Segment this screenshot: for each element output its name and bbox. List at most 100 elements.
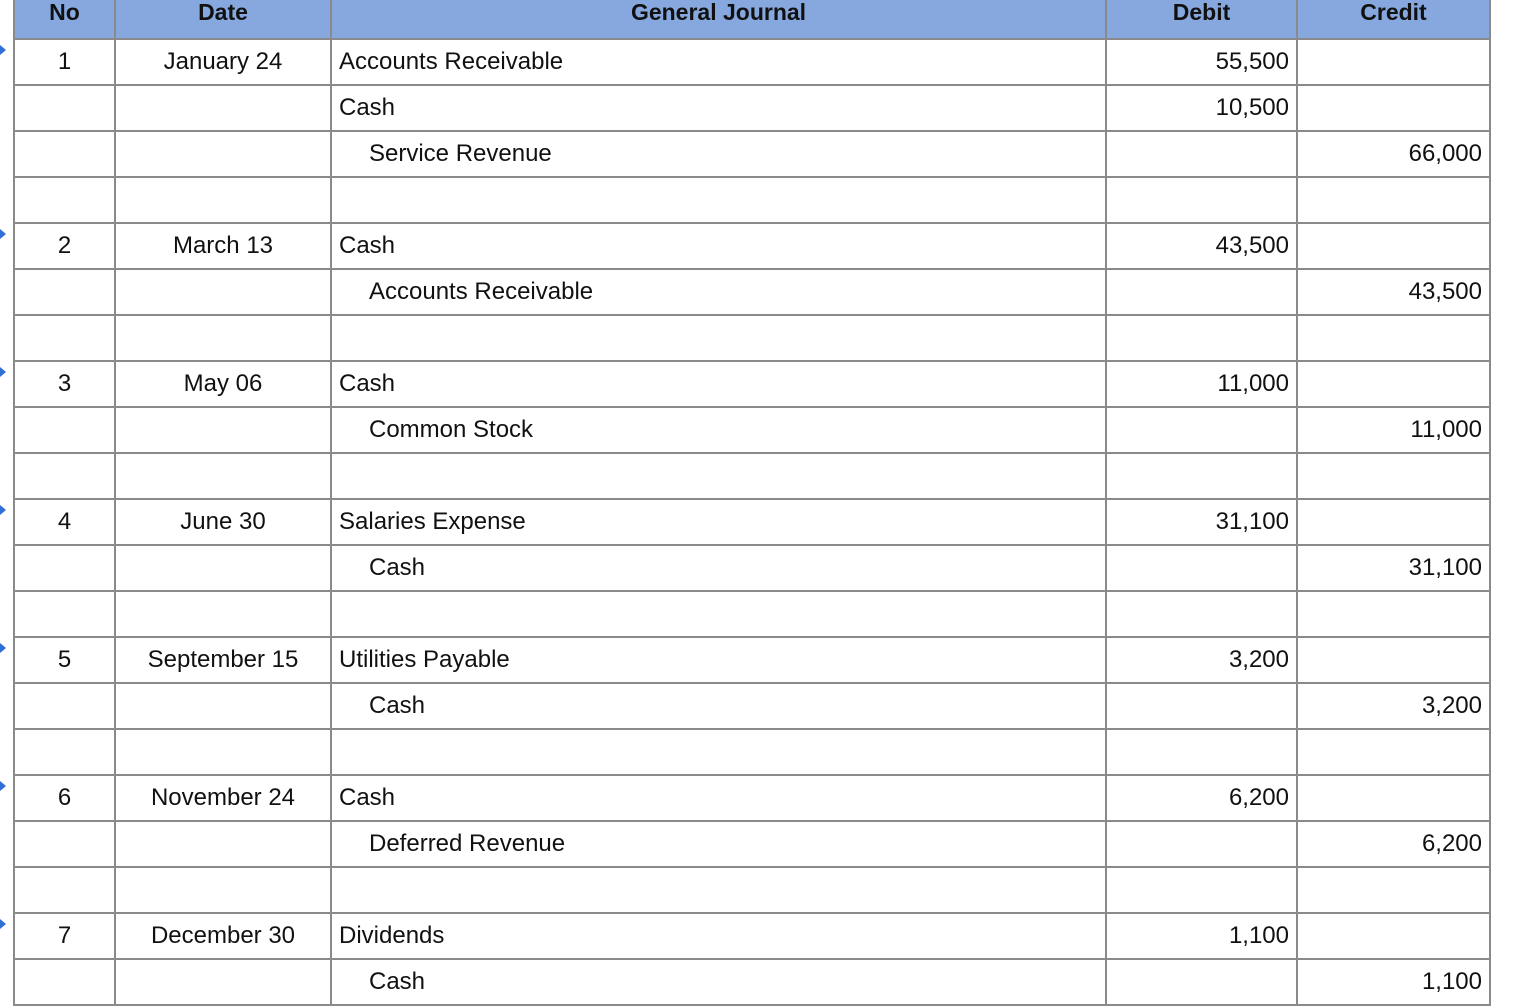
date-cell[interactable]: [114, 682, 332, 730]
credit-cell[interactable]: [1296, 498, 1491, 546]
debit-cell[interactable]: 43,500: [1105, 222, 1298, 270]
entry-number-cell[interactable]: [13, 314, 116, 362]
debit-cell[interactable]: 11,000: [1105, 360, 1298, 408]
account-cell[interactable]: Deferred Revenue: [330, 820, 1107, 868]
date-cell[interactable]: [114, 590, 332, 638]
entry-number-cell[interactable]: [13, 866, 116, 914]
row-expand-marker-icon[interactable]: [0, 781, 6, 791]
entry-number-cell[interactable]: 2: [13, 222, 116, 270]
entry-number-cell[interactable]: [13, 820, 116, 868]
debit-cell[interactable]: [1105, 866, 1298, 914]
credit-cell[interactable]: 43,500: [1296, 268, 1491, 316]
entry-number-cell[interactable]: 4: [13, 498, 116, 546]
debit-cell[interactable]: [1105, 958, 1298, 1006]
credit-cell[interactable]: [1296, 866, 1491, 914]
debit-cell[interactable]: 1,100: [1105, 912, 1298, 960]
date-cell[interactable]: June 30: [114, 498, 332, 546]
account-cell[interactable]: [330, 590, 1107, 638]
debit-cell[interactable]: [1105, 544, 1298, 592]
account-cell[interactable]: [330, 866, 1107, 914]
entry-number-cell[interactable]: 1: [13, 38, 116, 86]
date-cell[interactable]: [114, 268, 332, 316]
account-cell[interactable]: Cash: [330, 222, 1107, 270]
credit-cell[interactable]: 66,000: [1296, 130, 1491, 178]
account-cell[interactable]: Dividends: [330, 912, 1107, 960]
account-cell[interactable]: [330, 176, 1107, 224]
entry-number-cell[interactable]: 5: [13, 636, 116, 684]
row-expand-marker-icon[interactable]: [0, 45, 6, 55]
entry-number-cell[interactable]: [13, 544, 116, 592]
debit-cell[interactable]: [1105, 820, 1298, 868]
date-cell[interactable]: [114, 84, 332, 132]
debit-cell[interactable]: [1105, 314, 1298, 362]
entry-number-cell[interactable]: [13, 268, 116, 316]
debit-cell[interactable]: [1105, 590, 1298, 638]
entry-number-cell[interactable]: [13, 452, 116, 500]
credit-cell[interactable]: 31,100: [1296, 544, 1491, 592]
credit-cell[interactable]: [1296, 728, 1491, 776]
account-cell[interactable]: [330, 314, 1107, 362]
debit-cell[interactable]: 3,200: [1105, 636, 1298, 684]
account-cell[interactable]: [330, 728, 1107, 776]
account-cell[interactable]: Accounts Receivable: [330, 38, 1107, 86]
row-expand-marker-icon[interactable]: [0, 229, 6, 239]
credit-cell[interactable]: [1296, 314, 1491, 362]
account-cell[interactable]: Cash: [330, 958, 1107, 1006]
entry-number-cell[interactable]: [13, 590, 116, 638]
account-cell[interactable]: Cash: [330, 544, 1107, 592]
credit-cell[interactable]: 11,000: [1296, 406, 1491, 454]
entry-number-cell[interactable]: [13, 682, 116, 730]
credit-cell[interactable]: [1296, 176, 1491, 224]
account-cell[interactable]: [330, 452, 1107, 500]
entry-number-cell[interactable]: [13, 176, 116, 224]
credit-cell[interactable]: [1296, 590, 1491, 638]
account-cell[interactable]: Cash: [330, 360, 1107, 408]
date-cell[interactable]: May 06: [114, 360, 332, 408]
debit-cell[interactable]: [1105, 728, 1298, 776]
row-expand-marker-icon[interactable]: [0, 919, 6, 929]
account-cell[interactable]: Common Stock: [330, 406, 1107, 454]
debit-cell[interactable]: [1105, 452, 1298, 500]
credit-cell[interactable]: [1296, 38, 1491, 86]
debit-cell[interactable]: 6,200: [1105, 774, 1298, 822]
entry-number-cell[interactable]: [13, 84, 116, 132]
debit-cell[interactable]: 31,100: [1105, 498, 1298, 546]
date-cell[interactable]: [114, 406, 332, 454]
date-cell[interactable]: [114, 544, 332, 592]
entry-number-cell[interactable]: [13, 130, 116, 178]
credit-cell[interactable]: [1296, 774, 1491, 822]
account-cell[interactable]: Utilities Payable: [330, 636, 1107, 684]
debit-cell[interactable]: 10,500: [1105, 84, 1298, 132]
date-cell[interactable]: November 24: [114, 774, 332, 822]
credit-cell[interactable]: 1,100: [1296, 958, 1491, 1006]
credit-cell[interactable]: [1296, 360, 1491, 408]
entry-number-cell[interactable]: [13, 406, 116, 454]
debit-cell[interactable]: [1105, 682, 1298, 730]
date-cell[interactable]: [114, 958, 332, 1006]
debit-cell[interactable]: [1105, 268, 1298, 316]
debit-cell[interactable]: 55,500: [1105, 38, 1298, 86]
entry-number-cell[interactable]: 7: [13, 912, 116, 960]
date-cell[interactable]: [114, 314, 332, 362]
entry-number-cell[interactable]: 3: [13, 360, 116, 408]
date-cell[interactable]: [114, 176, 332, 224]
date-cell[interactable]: [114, 452, 332, 500]
account-cell[interactable]: Salaries Expense: [330, 498, 1107, 546]
account-cell[interactable]: Cash: [330, 84, 1107, 132]
date-cell[interactable]: [114, 820, 332, 868]
credit-cell[interactable]: [1296, 84, 1491, 132]
date-cell[interactable]: January 24: [114, 38, 332, 86]
date-cell[interactable]: March 13: [114, 222, 332, 270]
credit-cell[interactable]: [1296, 636, 1491, 684]
credit-cell[interactable]: [1296, 452, 1491, 500]
credit-cell[interactable]: [1296, 222, 1491, 270]
account-cell[interactable]: Service Revenue: [330, 130, 1107, 178]
credit-cell[interactable]: [1296, 912, 1491, 960]
row-expand-marker-icon[interactable]: [0, 505, 6, 515]
account-cell[interactable]: Cash: [330, 774, 1107, 822]
date-cell[interactable]: September 15: [114, 636, 332, 684]
credit-cell[interactable]: 3,200: [1296, 682, 1491, 730]
account-cell[interactable]: Cash: [330, 682, 1107, 730]
entry-number-cell[interactable]: [13, 958, 116, 1006]
account-cell[interactable]: Accounts Receivable: [330, 268, 1107, 316]
